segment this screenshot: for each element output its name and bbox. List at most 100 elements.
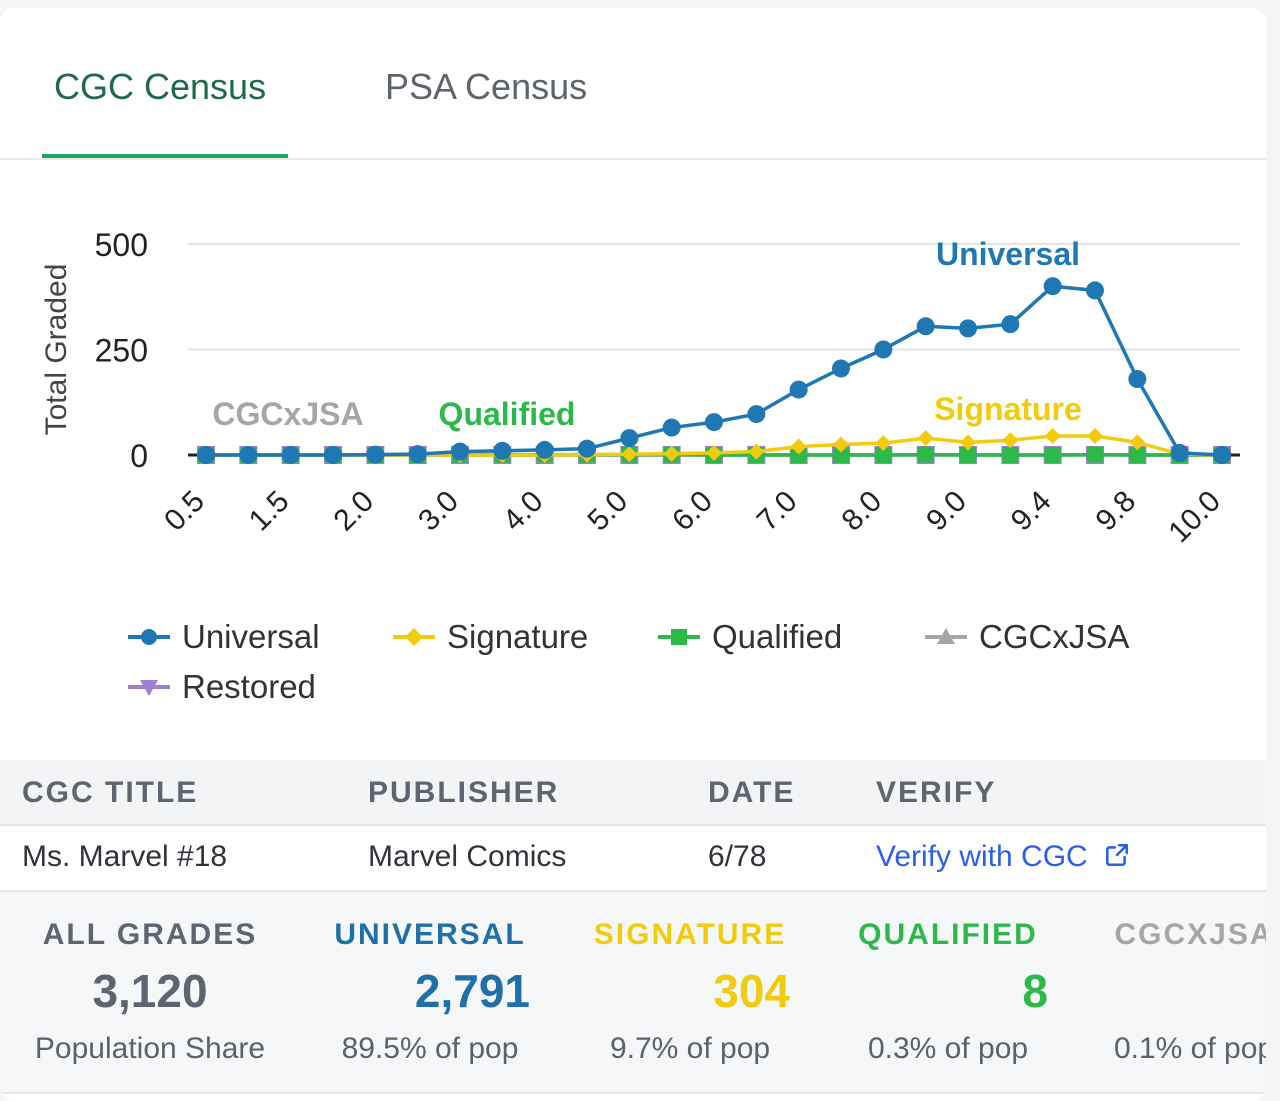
series-annotation: CGCxJSA [212,396,363,432]
x-tick-label: 2.0 [327,485,380,538]
external-link-icon [1106,843,1129,867]
data-point-universal [281,446,300,464]
x-tick-label: 3.0 [412,485,465,538]
data-point-signature [875,435,892,452]
x-tick-label: 1.5 [243,485,296,538]
x-tick-label: 9.0 [920,485,973,538]
data-point-universal [451,442,469,461]
stat-label: UNIVERSAL [334,918,526,951]
x-tick-label: 9.8 [1089,485,1142,538]
population-stats: ALL GRADES 3,120 Population Share UNIVER… [0,892,1266,1094]
data-point-signature [1087,428,1103,445]
data-point-qualified [1002,447,1019,463]
stat-label: QUALIFIED [858,918,1038,951]
data-point-signature [621,446,638,463]
data-point-universal [959,319,977,338]
data-point-qualified [875,447,892,463]
tab-cgc-census[interactable]: CGC Census [54,66,267,107]
tab-psa-census[interactable]: PSA Census [385,66,588,107]
data-point-signature [790,438,807,455]
data-point-universal [662,418,681,437]
data-point-qualified [790,447,807,463]
legend-item-restored[interactable]: Restored [128,668,316,706]
legend-item-signature[interactable]: Signature [393,618,588,656]
data-point-universal [1170,443,1189,462]
x-tick-label: 0.5 [158,485,211,538]
data-point-signature [1002,432,1019,449]
data-point-signature [833,436,849,453]
data-point-universal [197,446,215,464]
data-point-qualified [1087,446,1103,463]
data-point-qualified [833,447,849,463]
legend-label: Qualified [712,618,843,655]
data-point-signature [1044,428,1061,445]
stat-label: ALL GRADES [42,918,258,951]
data-point-universal [535,440,554,459]
x-tick-label: 5.0 [581,485,634,538]
header-publisher: PUBLISHER [368,776,560,809]
data-point-universal [1086,281,1104,300]
cell-title: Ms. Marvel #18 [22,840,228,873]
triangle-marker-icon [925,628,967,644]
square-marker-icon [658,629,700,645]
header-date: DATE [708,776,796,809]
triangle-down-marker-icon [128,680,170,696]
stat-sub: 0.3% of pop [867,1032,1029,1065]
y-tick-label: 0 [130,438,148,474]
stat-sub: 89.5% of pop [341,1032,519,1065]
legend-label: Universal [182,618,320,655]
data-point-universal [1043,277,1062,296]
data-point-universal [408,445,427,464]
data-point-universal [916,317,935,336]
stat-label: SIGNATURE [593,918,787,951]
legend-item-universal[interactable]: Universal [128,618,320,656]
series-annotation: Universal [936,236,1080,272]
census-line-chart: 0 250 500 Total Graded 0.5 1.5 2.0 3.0 4.0 5.0 6.0… [40,227,1240,550]
data-point-signature [1129,434,1146,451]
x-tick-label: 9.4 [1005,485,1058,538]
stat-value: 3,120 [92,965,208,1017]
cell-date: 6/78 [708,840,767,873]
stat-sub: Population Share [34,1032,266,1065]
header-cgc-title: CGC TITLE [22,776,199,809]
series-annotation: Signature [934,391,1082,427]
legend-label: CGCxJSA [979,618,1130,655]
y-tick-label: 500 [95,227,148,263]
legend-label: Signature [447,618,589,655]
y-tick-label: 250 [95,333,148,369]
x-tick-label: 6.0 [666,485,719,538]
data-point-qualified [960,447,976,463]
verify-with-cgc-link[interactable]: Verify with CGC [876,840,1130,874]
y-axis-label: Total Graded [40,264,73,436]
data-point-universal [620,429,639,448]
legend-item-cgcxjsa[interactable]: CGCxJSA [925,618,1129,656]
data-point-qualified [1129,447,1146,463]
header-verify: VERIFY [876,776,997,809]
data-point-universal [578,439,596,458]
data-point-signature [960,434,976,451]
data-point-universal [1001,315,1020,334]
stat-sub: 9.7% of pop [609,1032,771,1065]
x-tick-label: 7.0 [751,485,804,538]
data-point-signature [917,430,934,447]
table-row: Ms. Marvel #18 Marvel Comics 6/78 Verify… [0,826,1266,892]
legend-item-qualified[interactable]: Qualified [658,618,842,656]
data-point-universal [705,413,723,432]
data-point-universal [747,405,766,424]
data-point-signature [663,445,680,462]
data-point-universal [1213,446,1231,464]
data-point-universal [1128,370,1147,389]
data-point-universal [366,445,385,464]
stat-value: 304 [713,965,790,1017]
circle-marker-icon [128,629,170,645]
stat-sub: 0.1% of pop [1113,1032,1266,1065]
data-point-qualified [917,446,934,463]
x-tick-label: 10.0 [1162,485,1227,550]
data-point-universal [832,359,850,378]
census-tabs: CGC Census PSA Census [0,8,1266,160]
data-point-signature [706,444,722,461]
x-tick-label: 8.0 [835,485,888,538]
data-point-universal [324,446,342,464]
stat-value: 2,791 [414,965,530,1017]
data-point-universal [874,340,893,359]
